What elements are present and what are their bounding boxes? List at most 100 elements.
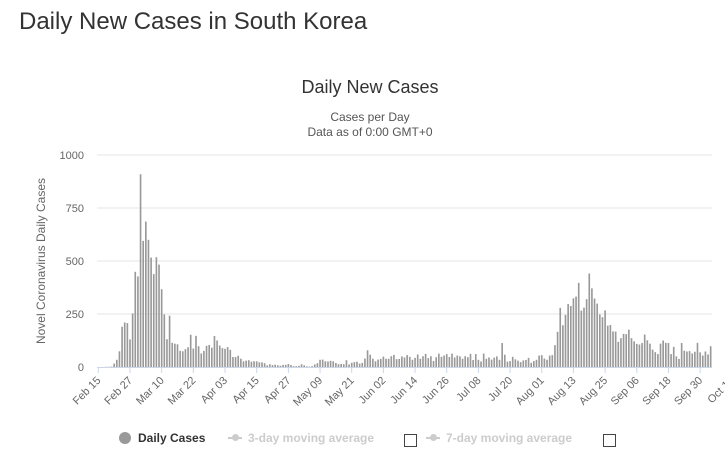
bar bbox=[237, 355, 240, 367]
bar bbox=[527, 357, 530, 367]
bar bbox=[548, 355, 551, 367]
bar bbox=[569, 305, 572, 367]
bar bbox=[393, 354, 395, 367]
legend-item-3-day-average[interactable]: 3-day moving average bbox=[228, 430, 374, 446]
bar bbox=[664, 342, 667, 367]
daily-cases-chart: Daily New Cases Cases per Day Data as of… bbox=[34, 77, 725, 409]
bar bbox=[382, 356, 385, 367]
bar bbox=[482, 353, 485, 367]
bar bbox=[253, 361, 255, 367]
bar bbox=[498, 359, 501, 367]
x-tick-label: Feb 15 bbox=[71, 375, 104, 408]
bar bbox=[680, 343, 683, 367]
bar bbox=[269, 364, 271, 367]
bar bbox=[453, 357, 456, 367]
bar bbox=[599, 314, 601, 367]
x-tick-label: Apr 27 bbox=[262, 375, 293, 406]
bar bbox=[501, 343, 503, 367]
bar bbox=[517, 360, 519, 367]
x-tick-label: Feb 27 bbox=[102, 375, 135, 408]
bar bbox=[538, 355, 540, 367]
bar bbox=[395, 359, 398, 367]
bar bbox=[593, 298, 596, 367]
bar bbox=[419, 358, 422, 367]
bar bbox=[335, 362, 337, 367]
checkbox-3-day-average[interactable] bbox=[404, 434, 417, 447]
bar bbox=[364, 358, 366, 367]
bar bbox=[166, 339, 168, 367]
bar bbox=[572, 298, 575, 367]
bar bbox=[638, 344, 641, 367]
legend-label: 7-day moving average bbox=[446, 431, 573, 445]
checkbox-7-day-average[interactable] bbox=[603, 434, 616, 447]
bar bbox=[379, 358, 382, 367]
bar bbox=[160, 289, 163, 367]
bar bbox=[292, 366, 295, 367]
bar bbox=[290, 365, 292, 367]
bar bbox=[691, 353, 694, 367]
bar bbox=[567, 304, 569, 367]
bar bbox=[356, 361, 358, 367]
bar bbox=[604, 310, 606, 367]
bar bbox=[387, 358, 390, 367]
legend-item-7-day-average[interactable]: 7-day moving average bbox=[426, 430, 572, 446]
bar bbox=[348, 364, 350, 367]
bar bbox=[633, 341, 635, 367]
bar bbox=[211, 347, 213, 367]
bar bbox=[601, 317, 604, 367]
legend-item-daily-cases[interactable]: Daily Cases bbox=[119, 430, 205, 446]
bar bbox=[543, 358, 546, 367]
bar bbox=[282, 364, 284, 367]
bar bbox=[327, 361, 329, 367]
x-tick-label: Aug 25 bbox=[577, 375, 610, 408]
bar bbox=[641, 343, 643, 367]
bar bbox=[630, 338, 633, 367]
bar bbox=[546, 359, 548, 367]
bar bbox=[525, 360, 527, 367]
bar bbox=[390, 356, 393, 367]
bar bbox=[226, 347, 229, 367]
legend-label: Daily Cases bbox=[138, 431, 206, 445]
bar bbox=[559, 307, 562, 367]
bar bbox=[422, 356, 424, 367]
bar bbox=[477, 359, 480, 367]
bar bbox=[667, 343, 670, 367]
bar bbox=[451, 353, 453, 367]
bar bbox=[374, 361, 377, 367]
bar bbox=[324, 361, 327, 367]
bar bbox=[564, 314, 567, 367]
bar bbox=[488, 357, 490, 367]
bar bbox=[250, 361, 253, 367]
bar-series bbox=[105, 174, 712, 367]
x-tick-label: Apr 03 bbox=[199, 375, 230, 406]
bar bbox=[176, 344, 179, 367]
bar bbox=[377, 359, 379, 367]
x-tick-label: Aug 13 bbox=[545, 375, 578, 408]
bar bbox=[197, 346, 200, 367]
bar bbox=[208, 344, 210, 367]
bar bbox=[118, 351, 121, 367]
bar bbox=[163, 314, 166, 367]
bar bbox=[424, 353, 427, 367]
bar bbox=[646, 340, 649, 367]
chart-subtitle-2: Data as of 0:00 GMT+0 bbox=[307, 125, 432, 139]
bar bbox=[242, 361, 245, 367]
bar bbox=[168, 315, 171, 367]
bar bbox=[509, 361, 511, 367]
bar bbox=[279, 365, 282, 367]
bar bbox=[131, 313, 134, 367]
circle-marker-icon bbox=[119, 432, 131, 444]
bar bbox=[577, 282, 580, 367]
bar bbox=[662, 340, 664, 367]
bar bbox=[372, 358, 374, 367]
x-tick-label: May 21 bbox=[323, 375, 357, 409]
bar bbox=[184, 349, 187, 367]
bar bbox=[218, 345, 221, 367]
bar bbox=[472, 360, 474, 367]
bar bbox=[612, 331, 614, 367]
bar bbox=[155, 257, 158, 367]
bar bbox=[503, 354, 506, 367]
bar bbox=[129, 339, 131, 367]
bar bbox=[361, 362, 364, 367]
